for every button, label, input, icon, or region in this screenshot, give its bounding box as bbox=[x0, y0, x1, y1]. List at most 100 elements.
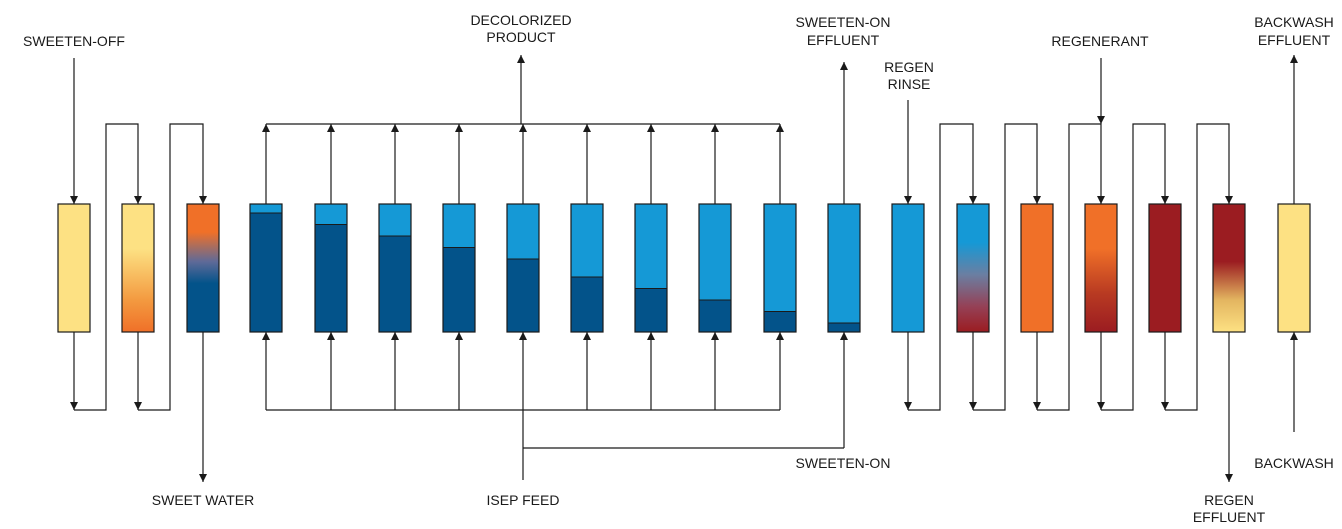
column-15-fill bbox=[957, 204, 989, 332]
column-18-fill bbox=[1149, 204, 1181, 332]
column-12-dark-blue-zone bbox=[764, 311, 796, 332]
column-6-light-blue-zone bbox=[379, 204, 411, 236]
arrow-head-40 bbox=[1225, 474, 1233, 482]
column-9-light-blue-zone bbox=[571, 204, 603, 277]
column-4-dark-blue-zone bbox=[250, 212, 282, 332]
label-regen-effluent-line1: REGEN bbox=[1204, 492, 1254, 508]
column-9-dark-blue-zone bbox=[571, 276, 603, 332]
column-10 bbox=[634, 203, 668, 333]
label-backwash: BACKWASH bbox=[1254, 455, 1334, 471]
arrow-head-26 bbox=[840, 332, 848, 340]
column-19 bbox=[1212, 203, 1246, 333]
column-13-dark-blue-zone bbox=[828, 323, 860, 332]
arrow-head-29 bbox=[904, 402, 912, 410]
column-19-fill bbox=[1213, 204, 1245, 332]
column-11 bbox=[698, 203, 732, 333]
column-8 bbox=[506, 203, 540, 333]
arrow-head-42 bbox=[1290, 55, 1298, 63]
column-3-fill bbox=[187, 204, 219, 332]
arrow-head-13 bbox=[455, 124, 463, 132]
arrow-head-7 bbox=[262, 124, 270, 132]
arrow-head-15 bbox=[519, 124, 527, 132]
arrow-head-8 bbox=[262, 332, 270, 340]
column-11-light-blue-zone bbox=[699, 204, 731, 300]
arrow-head-14 bbox=[455, 332, 463, 340]
flow-line-40 bbox=[1101, 123, 1166, 411]
flow-line-3 bbox=[74, 123, 139, 411]
column-12 bbox=[763, 203, 797, 333]
arrow-head-27 bbox=[840, 62, 848, 70]
label-isep-feed: ISEP FEED bbox=[487, 492, 560, 508]
arrow-head-28 bbox=[904, 196, 912, 204]
column-2-fill bbox=[122, 204, 154, 332]
arrow-head-31 bbox=[969, 402, 977, 410]
arrow-head-41 bbox=[1290, 332, 1298, 340]
labels: SWEETEN-OFF DECOLORIZED PRODUCT SWEETEN-… bbox=[23, 12, 1334, 525]
arrow-head-4 bbox=[134, 402, 142, 410]
column-20 bbox=[1277, 203, 1311, 333]
flow-arrows bbox=[70, 55, 1298, 482]
column-4 bbox=[249, 203, 283, 333]
arrow-head-22 bbox=[711, 332, 719, 340]
arrow-head-2 bbox=[70, 402, 78, 410]
arrow-head-12 bbox=[391, 332, 399, 340]
arrow-head-11 bbox=[391, 124, 399, 132]
arrow-head-39 bbox=[1097, 116, 1105, 124]
column-14-fill bbox=[892, 204, 924, 332]
flow-line-5 bbox=[138, 123, 204, 411]
label-regen-rinse-line1: REGEN bbox=[884, 59, 934, 75]
column-17 bbox=[1084, 203, 1118, 333]
arrow-head-16 bbox=[519, 332, 527, 340]
column-1-fill bbox=[58, 204, 90, 332]
column-10-dark-blue-zone bbox=[635, 288, 667, 332]
column-5-light-blue-zone bbox=[315, 204, 347, 225]
flow-line-38 bbox=[1037, 123, 1102, 411]
column-8-light-blue-zone bbox=[507, 204, 539, 260]
column-16-fill bbox=[1021, 204, 1053, 332]
arrow-head-19 bbox=[647, 124, 655, 132]
arrow-head-1 bbox=[70, 196, 78, 204]
column-1 bbox=[57, 203, 91, 333]
label-sweeten-off: SWEETEN-OFF bbox=[23, 33, 125, 49]
arrow-head-32 bbox=[1033, 196, 1041, 204]
label-decolorized-product-line2: PRODUCT bbox=[486, 29, 556, 45]
arrow-head-17 bbox=[583, 124, 591, 132]
label-sweeten-on-effluent-line1: SWEETEN-ON bbox=[796, 14, 891, 30]
column-13-light-blue-zone bbox=[828, 204, 860, 324]
arrow-head-34 bbox=[1097, 196, 1105, 204]
column-8-dark-blue-zone bbox=[507, 259, 539, 332]
label-sweeten-on: SWEETEN-ON bbox=[796, 455, 891, 471]
label-regenerant: REGENERANT bbox=[1051, 33, 1149, 49]
label-sweet-water: SWEET WATER bbox=[152, 492, 254, 508]
label-decolorized-product-line1: DECOLORIZED bbox=[470, 12, 571, 28]
column-10-light-blue-zone bbox=[635, 204, 667, 289]
arrow-head-6 bbox=[199, 474, 207, 482]
label-regen-effluent-line2: EFFLUENT bbox=[1193, 509, 1266, 525]
column-12-light-blue-zone bbox=[764, 204, 796, 312]
flow-line-36 bbox=[973, 123, 1038, 411]
arrow-head-38 bbox=[1225, 196, 1233, 204]
arrow-head-10 bbox=[327, 332, 335, 340]
column-18 bbox=[1148, 203, 1182, 333]
column-14 bbox=[891, 203, 925, 333]
arrow-head-30 bbox=[969, 196, 977, 204]
label-backwash-effluent-line1: BACKWASH bbox=[1254, 14, 1334, 30]
column-16 bbox=[1020, 203, 1054, 333]
arrow-head-37 bbox=[1161, 402, 1169, 410]
column-6 bbox=[378, 203, 412, 333]
column-5 bbox=[314, 203, 348, 333]
arrow-head-36 bbox=[1161, 196, 1169, 204]
column-20-fill bbox=[1278, 204, 1310, 332]
label-regen-rinse-line2: RINSE bbox=[888, 76, 931, 92]
column-5-dark-blue-zone bbox=[315, 224, 347, 332]
flow-lines bbox=[73, 55, 1295, 482]
column-15 bbox=[956, 203, 990, 333]
column-13 bbox=[827, 203, 861, 333]
column-7-light-blue-zone bbox=[443, 204, 475, 248]
arrow-head-18 bbox=[583, 332, 591, 340]
column-3 bbox=[186, 203, 220, 333]
arrow-head-23 bbox=[776, 124, 784, 132]
column-6-dark-blue-zone bbox=[379, 236, 411, 332]
arrow-head-21 bbox=[711, 124, 719, 132]
